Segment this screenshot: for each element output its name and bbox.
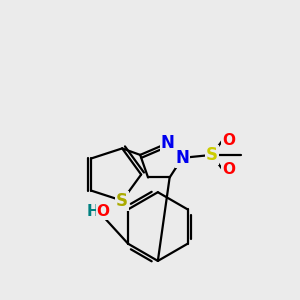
Text: O: O: [96, 204, 110, 219]
Text: O: O: [222, 162, 235, 177]
Text: O: O: [222, 133, 235, 148]
Text: N: N: [176, 149, 189, 167]
Text: H: H: [87, 204, 99, 219]
Text: N: N: [161, 134, 175, 152]
Text: S: S: [116, 192, 128, 210]
Text: S: S: [206, 146, 218, 164]
